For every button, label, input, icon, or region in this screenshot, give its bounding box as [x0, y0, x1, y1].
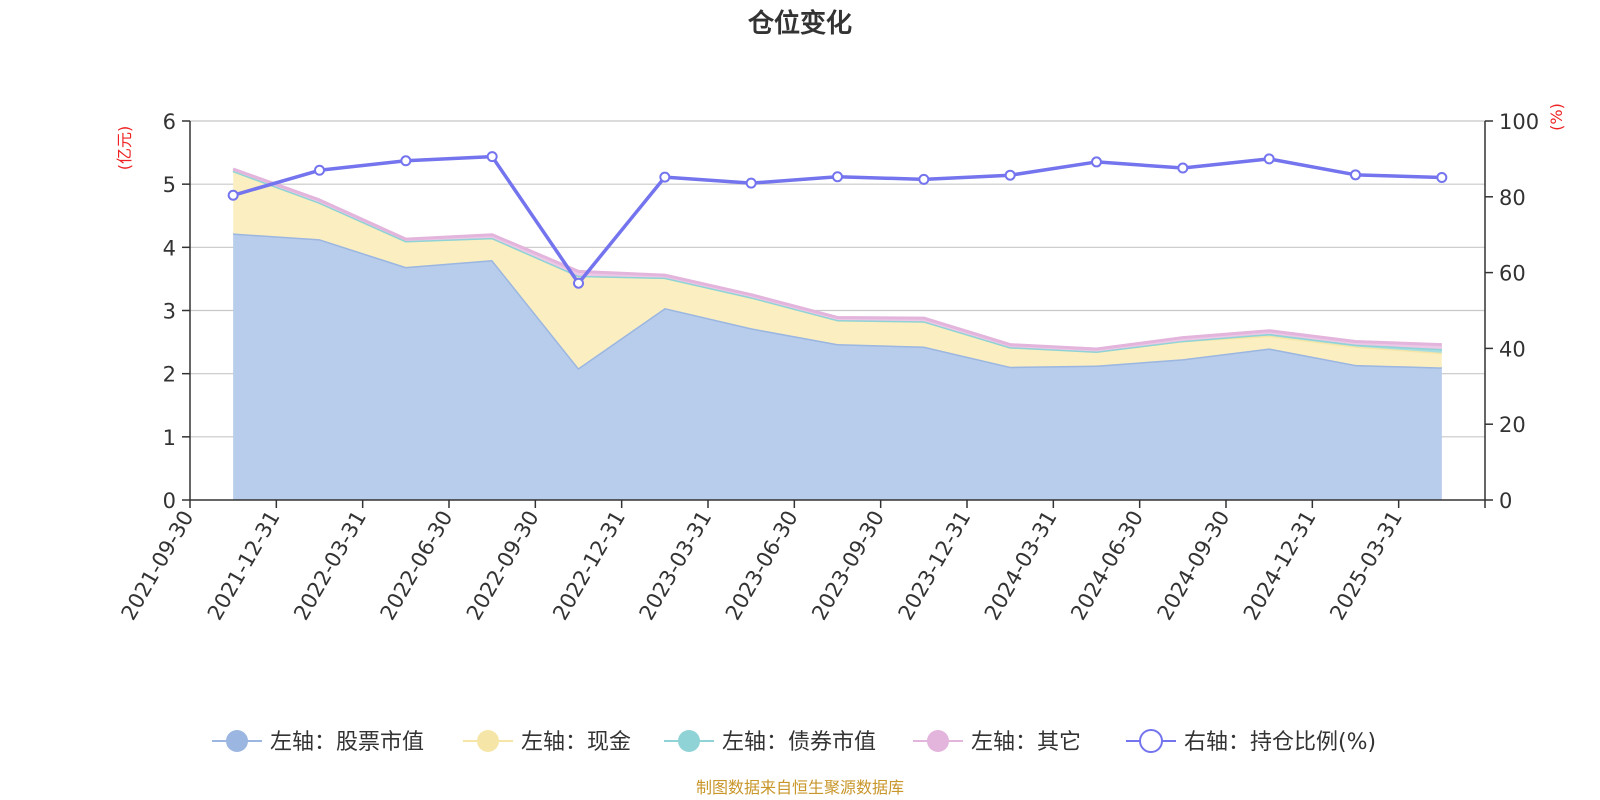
x-tick-label-2023-06-30: 2023-06-30: [721, 507, 803, 625]
legend-label-2: 左轴：债券市值: [722, 730, 876, 755]
ratio-point-2024-06-30: [1177, 162, 1189, 174]
area-line-series-3: [232, 167, 1442, 351]
ratio-point-2024-12-31: [1350, 169, 1361, 181]
right-tick-label-20: 20: [1499, 413, 1526, 437]
ratio-point-2022-06-30: [486, 151, 498, 163]
x-tick-label-2022-03-31: 2022-03-31: [289, 507, 371, 625]
ratio-point-2024-03-31: [1091, 156, 1102, 168]
right-tick-label-60: 60: [1499, 262, 1526, 286]
legend-label-1: 左轴：现金: [521, 730, 631, 755]
x-tick-label-2021-12-31: 2021-12-31: [203, 507, 285, 625]
legend-marker-1: [477, 730, 499, 752]
legend-marker-2: [678, 730, 700, 752]
left-tick-label-2: 2: [163, 363, 176, 387]
source-note: 制图数据来自恒生聚源数据库: [696, 778, 904, 797]
right-tick-label-80: 80: [1499, 186, 1526, 210]
ratio-point-2021-09-30: [227, 189, 239, 201]
left-tick-label-0: 0: [163, 489, 176, 513]
right-tick-label-40: 40: [1499, 337, 1526, 361]
x-tick-label-2021-09-30: 2021-09-30: [117, 507, 199, 625]
ratio-point-2024-09-30: [1263, 153, 1275, 165]
x-tick-label-2023-09-30: 2023-09-30: [807, 507, 889, 625]
x-tick-label-2022-09-30: 2022-09-30: [462, 507, 544, 625]
left-tick-label-6: 6: [163, 110, 176, 134]
area-series-0: [233, 233, 1442, 501]
x-tick-label-2024-03-31: 2024-03-31: [980, 507, 1062, 625]
x-tick-label-2024-12-31: 2024-12-31: [1239, 507, 1321, 625]
holding-ratio-line: [227, 151, 1448, 289]
ratio-point-2021-12-31: [314, 164, 325, 176]
x-tick-label-2024-06-30: 2024-06-30: [1066, 507, 1148, 625]
ratio-point-2025-03-31: [1436, 171, 1448, 183]
x-tick-label-2024-09-30: 2024-09-30: [1153, 507, 1235, 625]
ratio-point-2023-12-31: [1004, 169, 1016, 181]
legend-marker-3: [927, 730, 949, 752]
left-tick-label-4: 4: [163, 236, 176, 260]
left-tick-label-5: 5: [163, 173, 176, 197]
ratio-point-2022-09-30: [573, 277, 584, 289]
left-axis-unit: (亿元): [115, 126, 134, 171]
area-series-1: [233, 170, 1442, 368]
ratio-point-2022-03-31: [400, 155, 412, 167]
legend-label-3: 左轴：其它: [971, 730, 1081, 755]
left-tick-label-3: 3: [163, 300, 176, 324]
x-tick-label-2022-06-30: 2022-06-30: [376, 507, 458, 625]
x-tick-label-2023-03-31: 2023-03-31: [635, 507, 717, 625]
ratio-point-2022-12-31: [659, 171, 671, 183]
chart-title: 仓位变化: [747, 8, 852, 39]
legend-label-4: 右轴：持仓比例(%): [1184, 730, 1376, 755]
right-tick-label-100: 100: [1499, 110, 1539, 134]
ratio-point-2023-03-31: [745, 177, 757, 189]
ratio-point-2023-06-30: [832, 171, 843, 183]
ratio-point-2023-09-30: [918, 173, 930, 185]
legend: 左轴：股票市值 左轴：现金 左轴：债券市值 左轴：其它 右轴：持仓比例(%): [212, 729, 1376, 755]
x-tick-label-2025-03-31: 2025-03-31: [1325, 507, 1407, 625]
stacked-areas: [232, 167, 1442, 501]
legend-marker-0: [226, 730, 248, 752]
legend-label-0: 左轴：股票市值: [270, 730, 424, 755]
legend-marker-4: [1139, 729, 1163, 753]
right-axis-unit: (%): [1547, 103, 1566, 131]
x-tick-label-2022-12-31: 2022-12-31: [548, 507, 630, 625]
left-tick-label-1: 1: [163, 426, 176, 450]
right-tick-label-0: 0: [1499, 489, 1512, 513]
x-tick-label-2023-12-31: 2023-12-31: [894, 507, 976, 625]
